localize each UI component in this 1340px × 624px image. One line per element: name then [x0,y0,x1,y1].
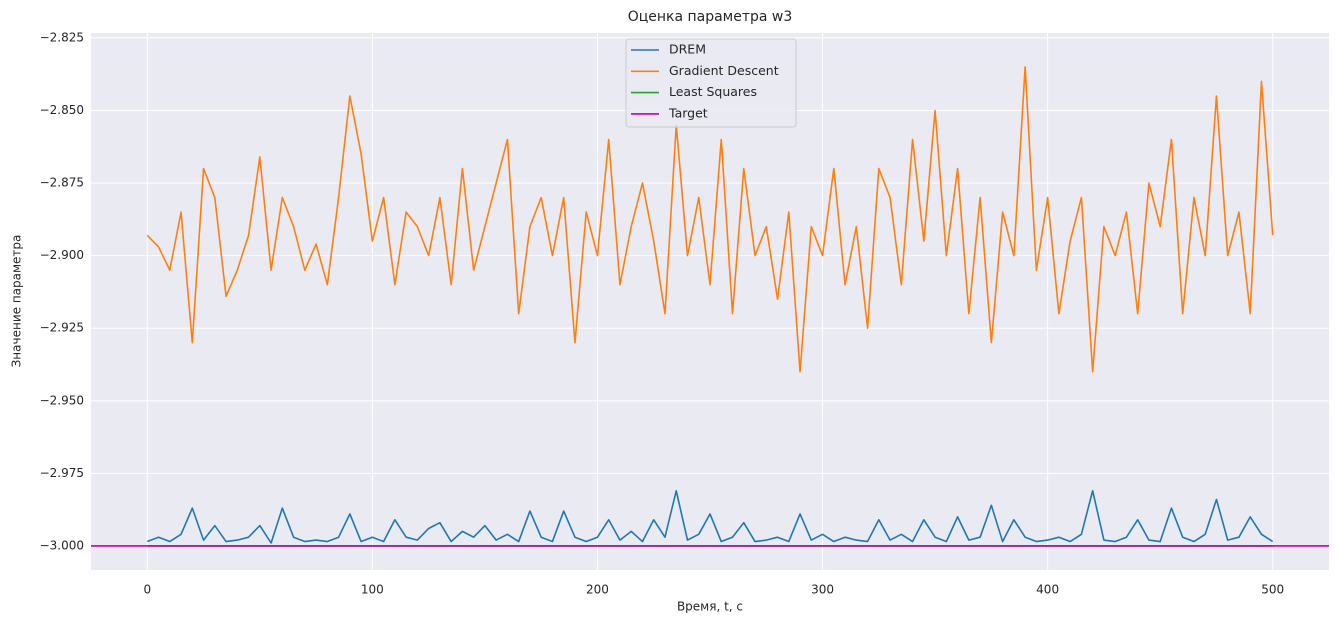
chart-title: Оценка параметра w3 [628,9,793,25]
legend-box [625,38,797,128]
y-tick-label: −3.000 [40,538,84,552]
legend-label: DREM [669,42,706,57]
x-tick-label: 300 [811,583,834,597]
y-tick-label: −2.825 [40,30,84,44]
x-tick-label: 500 [1261,583,1284,597]
x-axis-label: Время, t, с [677,600,743,614]
legend-label: Gradient Descent [669,63,779,78]
y-tick-label: −2.975 [40,466,84,480]
y-tick-label: −2.925 [40,321,84,335]
y-tick-label: −2.850 [40,103,84,117]
y-tick-label: −2.950 [40,393,84,407]
x-tick-label: 100 [361,583,384,597]
series-line [146,66,1274,373]
series-line [146,489,1274,544]
legend-label: Least Squares [669,84,757,99]
x-tick-label: 400 [1036,583,1059,597]
x-tick-label: 0 [143,583,151,597]
y-axis-label: Значение параметра [10,235,24,368]
x-tick-label: 200 [586,583,609,597]
legend-label: Target [668,105,708,120]
y-tick-label: −2.900 [40,248,84,262]
y-tick-label: −2.875 [40,176,84,190]
